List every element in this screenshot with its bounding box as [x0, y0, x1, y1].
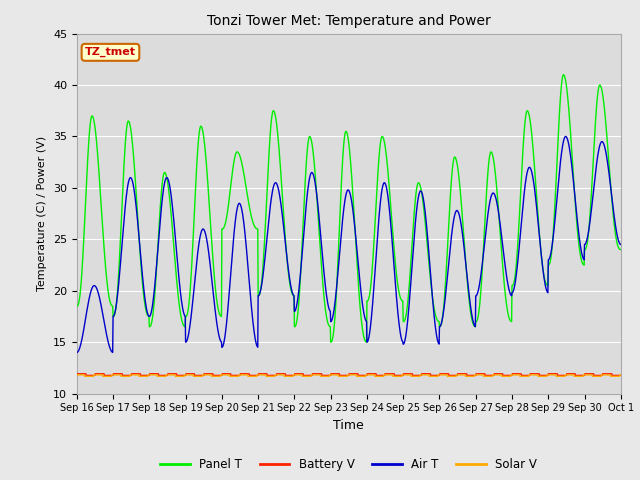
Legend: Panel T, Battery V, Air T, Solar V: Panel T, Battery V, Air T, Solar V — [156, 454, 542, 476]
Title: Tonzi Tower Met: Temperature and Power: Tonzi Tower Met: Temperature and Power — [207, 14, 491, 28]
X-axis label: Time: Time — [333, 419, 364, 432]
Y-axis label: Temperature (C) / Power (V): Temperature (C) / Power (V) — [37, 136, 47, 291]
Text: TZ_tmet: TZ_tmet — [85, 47, 136, 58]
